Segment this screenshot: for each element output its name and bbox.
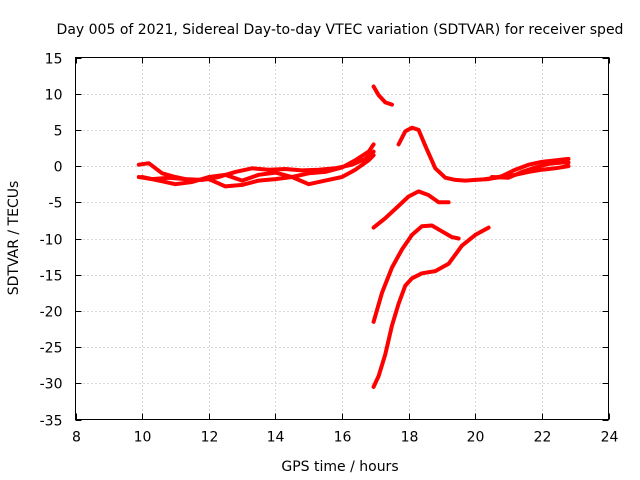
x-tick-label: 18 xyxy=(401,430,419,446)
series-line-satellite-track-8 xyxy=(371,189,451,230)
y-tick-label: 5 xyxy=(54,124,63,140)
x-tick-label: 8 xyxy=(72,430,81,446)
y-tick-label: -5 xyxy=(49,196,63,212)
x-tick-label: 20 xyxy=(467,430,485,446)
series-line-satellite-track-9 xyxy=(371,223,461,324)
series-line-satellite-track-7 xyxy=(489,160,571,180)
y-tick-label: 10 xyxy=(45,88,63,104)
y-tick-label: -35 xyxy=(40,414,63,430)
y-axis-label: SDTVAR / TECUs xyxy=(6,181,22,296)
y-tick-label: -25 xyxy=(40,341,63,357)
chart-title: Day 005 of 2021, Sidereal Day-to-day VTE… xyxy=(57,22,624,38)
series-line-satellite-track-10 xyxy=(371,225,491,389)
grid-lines xyxy=(75,57,609,420)
series-line-satellite-track-4 xyxy=(371,84,394,107)
series-line-satellite-track-5 xyxy=(396,125,571,183)
x-axis-label: GPS time / hours xyxy=(281,459,398,475)
series-line-satellite-track-2 xyxy=(136,149,376,182)
y-tick-label: 0 xyxy=(54,160,63,176)
x-tick-label: 22 xyxy=(534,430,552,446)
x-tick-label: 10 xyxy=(134,430,152,446)
x-tick-label: 14 xyxy=(267,430,285,446)
axis-ticks: 8 10 12 14 16 18 20 22 24 15 10 5 0 -5 -10 -15 -20 -25 -30… xyxy=(40,52,619,446)
y-tick-label: 15 xyxy=(45,52,63,68)
data-series xyxy=(136,84,571,389)
plot-frame xyxy=(75,57,609,420)
y-tick-label: -20 xyxy=(40,305,63,321)
x-tick-label: 24 xyxy=(601,430,619,446)
x-tick-label: 16 xyxy=(334,430,352,446)
y-tick-label: -10 xyxy=(40,233,63,249)
series-line-satellite-track-3 xyxy=(140,153,376,187)
y-tick-label: -15 xyxy=(40,269,63,285)
x-tick-label: 12 xyxy=(201,430,219,446)
y-tick-label: -30 xyxy=(40,377,63,393)
